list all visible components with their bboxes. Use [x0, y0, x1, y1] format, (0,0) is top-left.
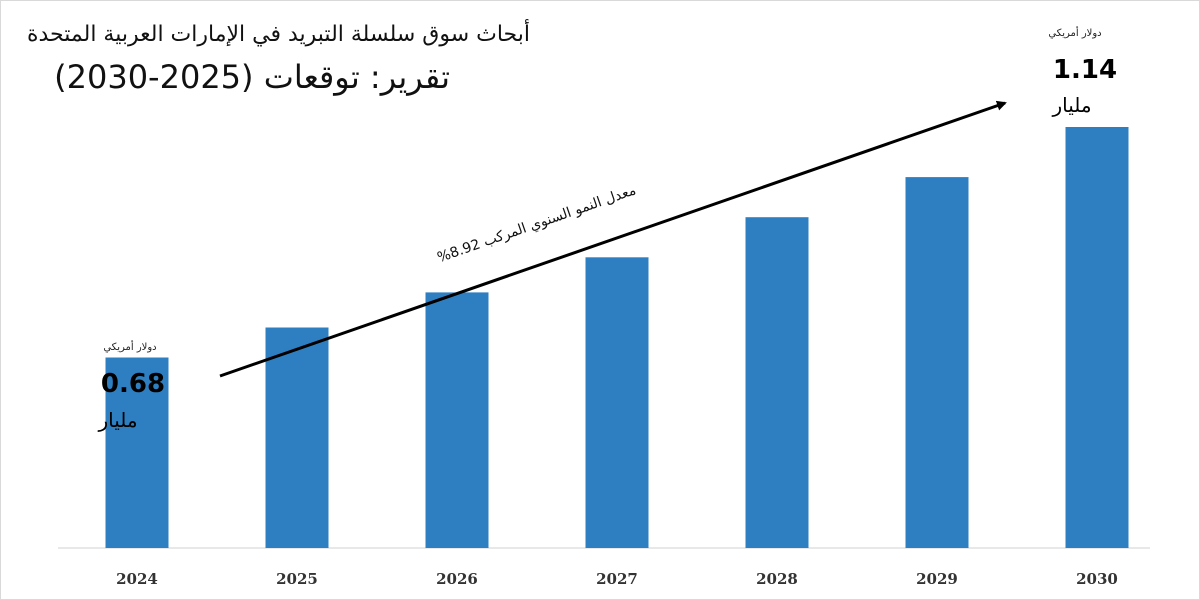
end-currency-label: دولار أمريكي [1048, 26, 1101, 39]
end-value-label: 1.14 [1053, 55, 1117, 85]
end-unit-label: مليار [1051, 93, 1091, 117]
bar-2027 [585, 257, 649, 548]
x-tick-label: 2025 [276, 570, 318, 588]
start-value-label: 0.68 [101, 369, 165, 399]
x-tick-label: 2029 [916, 570, 958, 588]
start-unit-label: مليار [97, 408, 137, 432]
bar-2029 [905, 177, 969, 548]
x-tick-label: 2030 [1076, 570, 1118, 588]
bar-2028 [745, 217, 809, 548]
x-tick-label: 2024 [116, 570, 158, 588]
cagr-label: معدل النمو السنوي المركب 8.92% [435, 182, 638, 266]
bar-2030 [1065, 127, 1129, 548]
bar-2024 [105, 357, 169, 548]
bar-2025 [265, 327, 329, 548]
x-tick-label: 2026 [436, 570, 478, 588]
bar-2026 [425, 292, 489, 548]
x-tick-label: 2027 [596, 570, 638, 588]
x-tick-label: 2028 [756, 570, 798, 588]
chart-subtitle: تقرير: توقعات (2025-2030) [54, 58, 450, 96]
chart-title: أبحاث سوق سلسلة التبريد في الإمارات العر… [26, 22, 530, 47]
growth-arrow [219, 100, 1007, 378]
start-currency-label: دولار أمريكي [103, 340, 156, 353]
